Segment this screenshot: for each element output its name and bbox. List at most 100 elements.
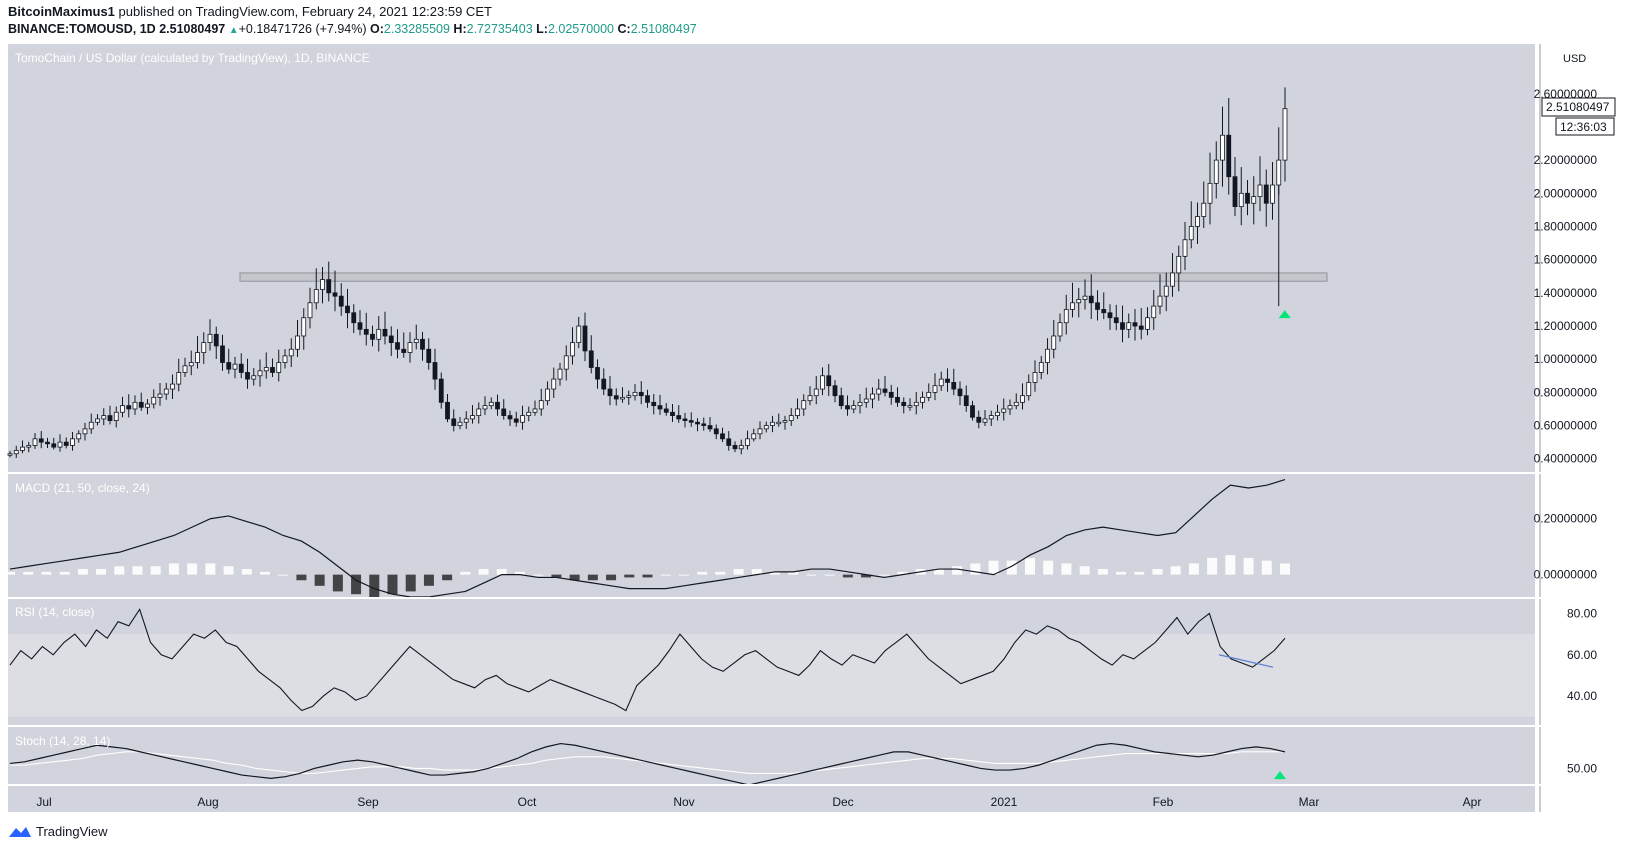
stoch-tick-label: 50.00 xyxy=(1567,761,1597,775)
macd-histogram-bar xyxy=(114,566,125,575)
candle-body xyxy=(1063,309,1069,324)
author-name[interactable]: BitcoinMaximus1 xyxy=(8,4,115,19)
price-tick-label: 2.20000000 xyxy=(1534,153,1598,167)
macd-histogram-bar xyxy=(788,571,799,575)
candle-body xyxy=(32,438,38,446)
candle-body xyxy=(1251,196,1257,204)
price-tick-label: 0.60000000 xyxy=(1534,419,1598,433)
macd-histogram-bar xyxy=(478,569,489,575)
stoch-buy-arrow-icon xyxy=(1274,771,1286,780)
candle-body xyxy=(1082,295,1088,300)
candle-body xyxy=(395,342,400,350)
macd-histogram-bar xyxy=(496,569,507,575)
macd-tick-label: 0.20000000 xyxy=(1534,512,1598,526)
candle-body xyxy=(1182,239,1188,257)
candle-body xyxy=(432,362,438,380)
macd-histogram-bar xyxy=(1043,560,1054,575)
candle-body xyxy=(1263,184,1269,204)
candle-body xyxy=(895,396,900,403)
candle-body xyxy=(382,328,388,337)
macd-histogram-bar xyxy=(1061,563,1072,575)
candle-body xyxy=(176,372,182,385)
macd-pane xyxy=(8,474,1535,597)
macd-histogram-bar xyxy=(1097,569,1108,575)
candle-body xyxy=(251,375,257,380)
stoch-title: Stoch (14, 28, 14) xyxy=(15,734,110,748)
ohlc-legend: BINANCE:TOMOUSD, 1D 2.51080497 ▲+0.18471… xyxy=(8,22,697,36)
macd-histogram-bar xyxy=(533,574,544,576)
candle-body xyxy=(1138,325,1144,330)
candle-body xyxy=(220,345,225,363)
candle-body xyxy=(832,385,838,397)
macd-histogram-bar xyxy=(770,571,780,575)
candle-body xyxy=(276,362,282,373)
candle-body xyxy=(151,396,157,405)
rsi-line xyxy=(9,608,1286,712)
macd-histogram-bar xyxy=(187,563,198,575)
candle-body xyxy=(738,445,744,450)
macd-histogram-bar xyxy=(569,574,580,581)
macd-histogram-bar xyxy=(59,571,70,575)
macd-histogram-bar xyxy=(715,571,726,575)
candle-body xyxy=(945,378,950,383)
macd-histogram-bar xyxy=(1025,557,1035,575)
candle-body xyxy=(20,446,25,451)
candle-body xyxy=(676,415,682,420)
macd-histogram-bar xyxy=(1116,571,1127,575)
candle-body xyxy=(401,348,407,353)
macd-histogram-bar xyxy=(861,574,872,578)
macd-histogram-bar xyxy=(1225,555,1236,575)
candle-body xyxy=(807,395,813,402)
candle-body xyxy=(763,425,769,430)
candle-body xyxy=(232,363,238,370)
candle-body xyxy=(501,408,507,416)
candle-body xyxy=(688,420,694,423)
candle-body xyxy=(126,405,132,410)
candle-body xyxy=(1232,176,1238,207)
candle-body xyxy=(257,370,263,377)
macd-histogram-bar xyxy=(351,574,362,595)
candle-body xyxy=(1163,285,1169,297)
candle-body xyxy=(845,405,850,410)
candle-body xyxy=(157,393,163,398)
candle-body xyxy=(1038,362,1044,373)
candle-body xyxy=(338,295,344,307)
candle-body xyxy=(995,411,1000,416)
candle-body xyxy=(745,438,750,446)
macd-histogram-bar xyxy=(314,574,325,586)
candle-body xyxy=(588,350,594,368)
candle-body xyxy=(638,391,644,397)
candle-body xyxy=(201,342,207,353)
candle-body xyxy=(1007,405,1013,410)
tradingview-footer[interactable]: TradingView xyxy=(8,824,108,839)
candle-body xyxy=(413,338,419,344)
candle-body xyxy=(920,396,925,403)
candle-body xyxy=(288,348,294,357)
macd-histogram-bar xyxy=(96,569,107,575)
time-tick-label: Feb xyxy=(1153,795,1174,809)
candle-body xyxy=(195,352,200,363)
macd-histogram-bar xyxy=(970,563,981,575)
chart-title: TomoChain / US Dollar (calculated by Tra… xyxy=(15,51,370,65)
macd-histogram-bar xyxy=(697,571,708,575)
candle-body xyxy=(45,441,50,445)
time-tick-label: Dec xyxy=(832,795,853,809)
price-tick-label: 1.80000000 xyxy=(1534,219,1598,233)
candle-body xyxy=(1032,372,1038,383)
candle-body xyxy=(813,388,819,397)
symbol-label: BINANCE:TOMOUSD, 1D xyxy=(8,22,156,36)
macd-histogram-bar xyxy=(387,574,398,595)
last-price: 2.51080497 xyxy=(159,22,226,36)
candle-body xyxy=(951,382,957,390)
macd-line xyxy=(9,479,1286,598)
candle-body xyxy=(1126,322,1132,330)
candle-body xyxy=(213,333,219,347)
candle-body xyxy=(801,400,807,410)
macd-histogram-bar xyxy=(369,574,380,597)
candle-body xyxy=(357,322,363,330)
macd-histogram-bar xyxy=(606,574,617,581)
macd-histogram-bar xyxy=(332,574,343,592)
candle-body xyxy=(507,415,513,420)
last-price-box xyxy=(1541,97,1616,117)
